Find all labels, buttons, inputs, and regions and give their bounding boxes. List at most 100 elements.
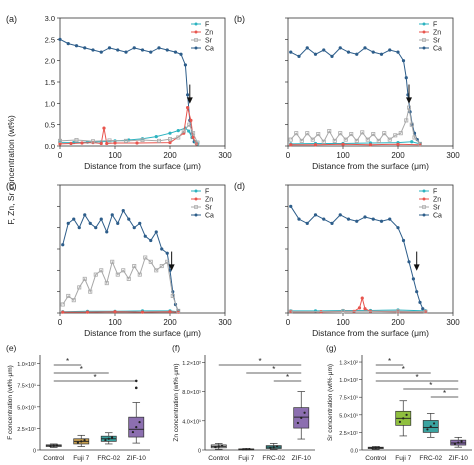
legend-label-Sr: Sr — [433, 38, 441, 45]
legend-marker — [194, 30, 198, 34]
data-point-Ca — [355, 219, 359, 223]
data-point-Sr — [176, 308, 181, 313]
x-tick-label: Control — [208, 455, 230, 462]
data-point-Zn — [368, 143, 373, 147]
data-point — [272, 445, 275, 449]
data-point — [269, 446, 272, 449]
y-tick-label: 5.0×10¹ — [17, 405, 36, 411]
legend-label-Sr: Sr — [205, 38, 213, 45]
data-point-Ca — [116, 48, 120, 52]
data-point-Sr — [288, 309, 293, 314]
panel-e — [37, 355, 150, 451]
data-point — [426, 428, 429, 431]
panel-label: (a) — [6, 14, 17, 24]
data-point — [405, 413, 408, 416]
data-point-Ca — [297, 217, 301, 221]
data-point-Ca — [313, 52, 318, 56]
data-point — [83, 438, 86, 442]
legend-marker — [422, 46, 426, 50]
y-tick-label: 7.5×10¹ — [17, 384, 36, 390]
x-tick-label: Control — [365, 455, 387, 462]
data-point-Sr — [82, 276, 87, 281]
panel-a — [57, 17, 226, 149]
data-point-Ca — [396, 50, 400, 54]
data-point-Ca — [418, 300, 422, 304]
data-point — [374, 446, 377, 449]
panel-label: (f) — [172, 343, 180, 353]
series-line-Sr — [62, 256, 179, 312]
data-point-Zn — [396, 142, 400, 146]
data-point-Ca — [66, 42, 70, 46]
data-point-Ca — [124, 50, 128, 54]
data-point-Zn — [191, 135, 195, 140]
data-point-Sr — [340, 309, 345, 314]
data-point-Ca — [183, 63, 187, 67]
data-point-F — [187, 129, 191, 133]
data-point-Ca — [116, 221, 120, 225]
x-tick-label: 200 — [391, 151, 405, 160]
data-point-Sr — [393, 133, 398, 138]
data-point-Sr — [343, 137, 348, 142]
data-point-Sr — [154, 268, 159, 273]
data-point-Sr — [165, 259, 170, 264]
data-point-Sr — [71, 298, 76, 303]
data-point-Sr — [126, 276, 131, 281]
data-point — [104, 438, 107, 442]
legend-label-Zn: Zn — [433, 30, 441, 37]
x-axis-label: Distance from the surface (μm) — [84, 328, 201, 338]
legend-label-F: F — [205, 189, 209, 196]
x-tick-label: ZIF-10 — [292, 455, 312, 462]
data-point-Ca — [313, 213, 318, 217]
data-point — [398, 420, 402, 423]
data-point — [49, 445, 52, 448]
data-point — [80, 440, 83, 443]
y-tick-label: 0.0 — [350, 449, 358, 455]
significance-star: * — [93, 373, 96, 382]
data-point — [110, 436, 114, 439]
plot-frame — [59, 184, 226, 314]
data-point-Ca — [83, 46, 87, 50]
data-point-Zn — [168, 310, 172, 314]
significance-star: * — [80, 365, 83, 374]
y-tick-label: 1.2×10² — [182, 361, 201, 367]
data-point — [432, 422, 436, 425]
data-point-Ca — [371, 217, 375, 221]
plot-frame — [59, 17, 226, 147]
legend-label-Zn: Zn — [205, 30, 213, 37]
data-point-Sr — [99, 268, 104, 273]
y-axis-label: F concentration (wt%·μm) — [7, 365, 14, 440]
plot-frame — [287, 184, 454, 314]
arrow-head — [186, 97, 193, 104]
data-point — [55, 444, 59, 447]
data-point-Sr — [191, 131, 196, 136]
data-point — [107, 437, 110, 440]
data-point-Sr — [376, 138, 381, 143]
legend-marker — [422, 189, 426, 193]
x-tick-label: 0 — [58, 318, 63, 327]
data-point-Ca — [415, 290, 419, 294]
panel-g — [359, 355, 472, 451]
data-point-Ca — [379, 219, 384, 223]
series-line-Ca — [62, 209, 179, 312]
data-point-Zn — [105, 141, 109, 146]
legend-label-Sr: Sr — [205, 205, 213, 212]
y-tick-label: 0.0 — [45, 142, 55, 151]
data-point-Zn — [289, 143, 293, 147]
data-point-Sr — [58, 138, 63, 143]
data-point-Sr — [60, 302, 65, 307]
data-point-Zn — [360, 296, 364, 300]
outlier-point — [134, 386, 138, 390]
data-point-Ca — [330, 221, 334, 225]
x-tick-label: 300 — [446, 151, 460, 160]
data-point-Zn — [113, 141, 117, 145]
data-point — [241, 448, 245, 451]
data-point — [429, 425, 432, 428]
x-tick-label: 100 — [336, 151, 350, 160]
legend-marker — [422, 205, 426, 209]
y-axis-label: Zn concentration (wt%·μm) — [173, 363, 180, 441]
series-line-F — [290, 309, 426, 312]
panel-f — [202, 355, 315, 451]
data-point — [138, 421, 141, 424]
data-point-Ca — [355, 52, 359, 56]
